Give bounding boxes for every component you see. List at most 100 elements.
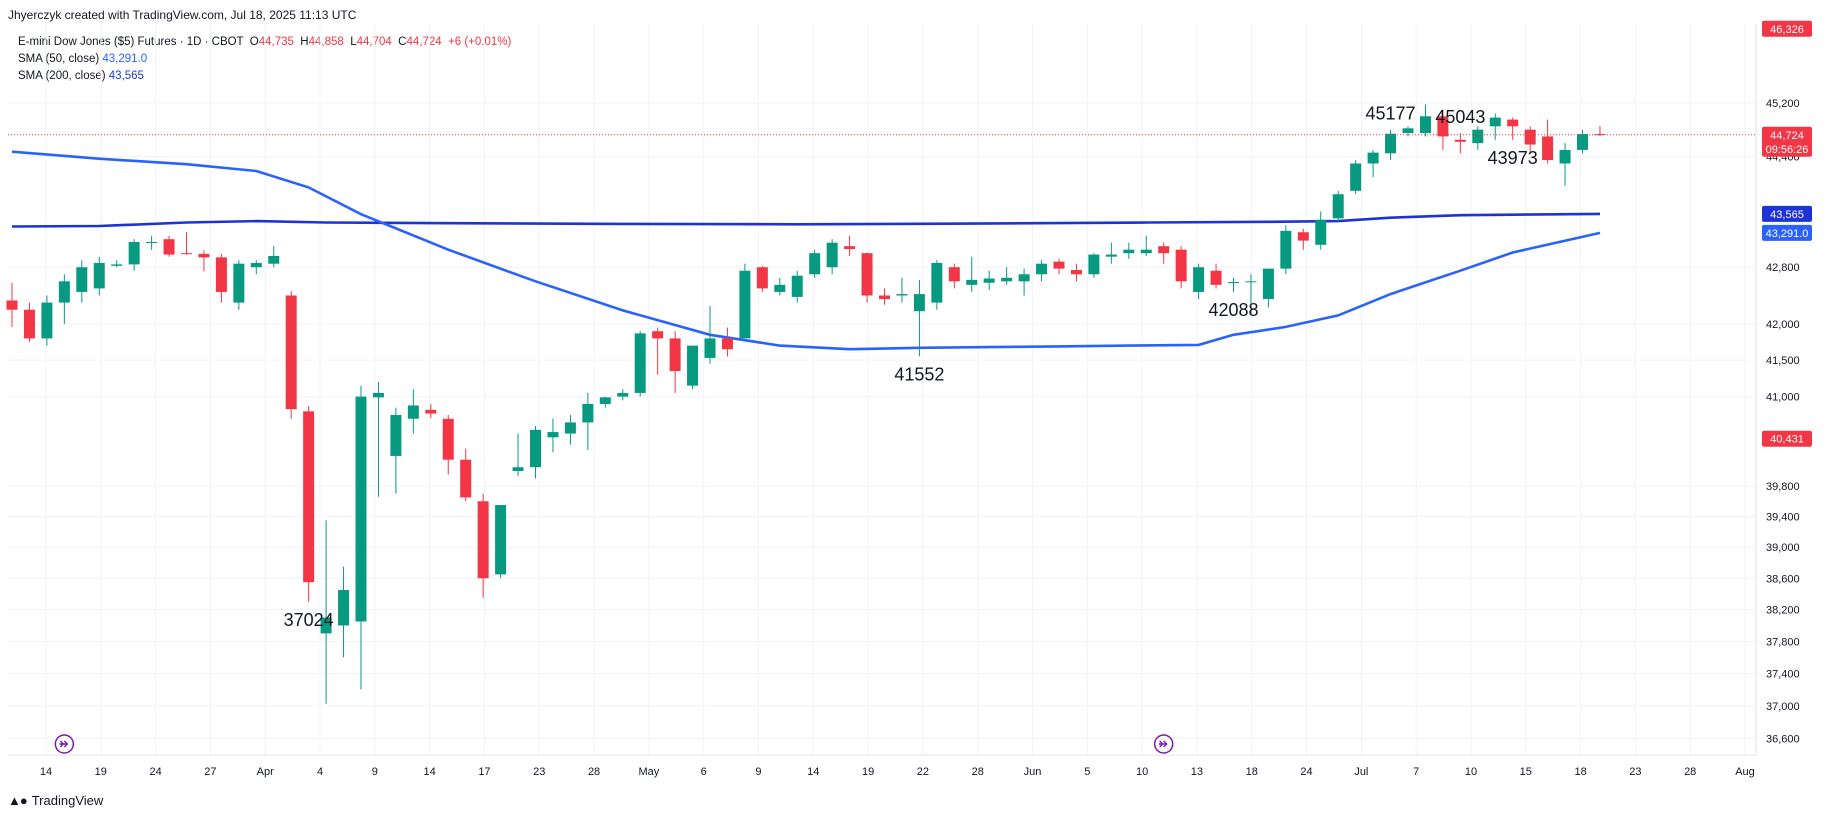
time-tick-label: 10 [1465, 766, 1477, 778]
candle-up [1123, 249, 1135, 254]
legend-sma200-row[interactable]: SMA (200, close) 43,565 [18, 68, 511, 85]
candle-up [774, 284, 786, 292]
legend-sma50-row[interactable]: SMA (50, close) 43,291.0 [18, 51, 511, 68]
price-tick-label: 45,200 [1766, 98, 1800, 110]
candle-up [1332, 194, 1344, 219]
candle-down [1297, 232, 1309, 241]
price-tick-label: 39,000 [1766, 542, 1800, 554]
candle-up [896, 294, 908, 296]
price-annotation: 45177 [1366, 104, 1416, 124]
candle-up [617, 392, 629, 397]
candle-up [1262, 268, 1274, 300]
price-tag: 40,431 [1762, 430, 1812, 447]
legend-change-value: +6 (+0.01%) [448, 36, 512, 48]
time-tick-label: 5 [1084, 766, 1090, 778]
candle-up [530, 429, 541, 468]
candle-up [1105, 254, 1117, 257]
legend-low-value: 44,704 [356, 36, 392, 48]
candle-up [564, 422, 576, 434]
candle-down [442, 418, 454, 460]
price-tag-bg [1762, 430, 1812, 447]
legend-open-value: 44,735 [258, 36, 294, 48]
legend-sma200-label: SMA (200, close) [18, 70, 106, 82]
candle-up [250, 262, 262, 268]
chart-annotations: 37024 41552 42088 45177 45043 43973 [284, 104, 1538, 630]
time-tick-label: 14 [40, 766, 52, 778]
candle-down [1594, 134, 1606, 136]
price-tick-label: 38,200 [1766, 605, 1800, 617]
price-tick-label: 41,000 [1766, 392, 1800, 404]
price-annotation: 45043 [1435, 107, 1485, 127]
time-tick-label: 9 [372, 766, 378, 778]
candle-down [285, 295, 297, 410]
candle-up [512, 467, 524, 471]
candle-up [111, 264, 123, 266]
time-tick-label: Apr [257, 766, 274, 778]
candle-up [931, 262, 943, 303]
candle-down [669, 338, 681, 372]
event-marker-jun[interactable] [1153, 734, 1174, 754]
time-tick-label: 17 [478, 766, 490, 778]
time-tick-label: 7 [1413, 766, 1419, 778]
time-tick-label: 28 [1684, 766, 1696, 778]
candle-up [1088, 254, 1100, 275]
price-tag-value: 43,565 [1770, 209, 1804, 221]
candle-down [1542, 136, 1554, 161]
candle-up [1419, 116, 1431, 134]
price-annotation: 43973 [1488, 148, 1538, 168]
candle-down [1507, 119, 1519, 127]
candle-down [1524, 129, 1536, 145]
candle-up [1036, 263, 1048, 275]
candle-down [1070, 270, 1082, 275]
legend-sma50-label: SMA (50, close) [18, 53, 100, 65]
candle-up [1350, 163, 1362, 191]
candle-up [739, 270, 751, 339]
candle-up [1472, 129, 1484, 144]
candle-down [1158, 246, 1170, 254]
legend-symbol-title[interactable]: E-mini Dow Jones ($5) Futures · 1D · CBO… [18, 36, 244, 48]
candle-down [23, 309, 35, 339]
candle-down [1210, 270, 1222, 285]
candle-down [163, 239, 175, 255]
legend-ohlc-row: E-mini Dow Jones ($5) Futures · 1D · CBO… [18, 34, 511, 51]
candle-down [425, 409, 437, 414]
candle-down [948, 267, 960, 282]
candle-down [1175, 249, 1187, 282]
candle-down [844, 246, 856, 249]
chart-grid [8, 24, 1756, 755]
price-tick-label: 41,500 [1766, 355, 1800, 367]
price-tick-label: 39,800 [1766, 481, 1800, 493]
candle-up [93, 262, 105, 289]
sma50-line [11, 150, 1601, 351]
price-tag-bg [1762, 224, 1812, 241]
candlestick-series [6, 104, 1606, 704]
price-tick-label: 39,400 [1766, 511, 1800, 523]
tradingview-brand[interactable]: ▲● TradingView [8, 793, 103, 808]
legend-high-value: 44,858 [308, 36, 344, 48]
price-tick-label: 38,600 [1766, 573, 1800, 585]
time-tick-label: 23 [533, 766, 545, 778]
candle-down [652, 331, 664, 339]
price-tag-bg [1762, 20, 1812, 37]
time-tick-label: May [638, 766, 659, 778]
event-marker-mar[interactable] [54, 734, 75, 754]
price-tick-label: 37,400 [1766, 668, 1800, 680]
candle-up [1315, 219, 1327, 245]
candle-up [547, 432, 559, 438]
time-tick-label: 19 [95, 766, 107, 778]
time-tick-label: 28 [972, 766, 984, 778]
price-tick-label: 37,000 [1766, 701, 1800, 713]
candle-up [128, 241, 140, 265]
price-annotation: 37024 [284, 610, 334, 630]
candle-up [809, 253, 821, 275]
legend-low-label: L [350, 36, 357, 48]
price-tag: 46,326 [1762, 20, 1812, 37]
price-tick-label: 42,800 [1766, 262, 1800, 274]
candle-up [983, 278, 995, 283]
candle-up [966, 279, 978, 285]
candle-up [599, 397, 611, 404]
candle-down [1053, 261, 1065, 269]
time-tick-label: 14 [424, 766, 436, 778]
price-axis-tags: 46,326 44,724 09:56:26 43,565 43,291.0 40,431 [1762, 20, 1812, 447]
